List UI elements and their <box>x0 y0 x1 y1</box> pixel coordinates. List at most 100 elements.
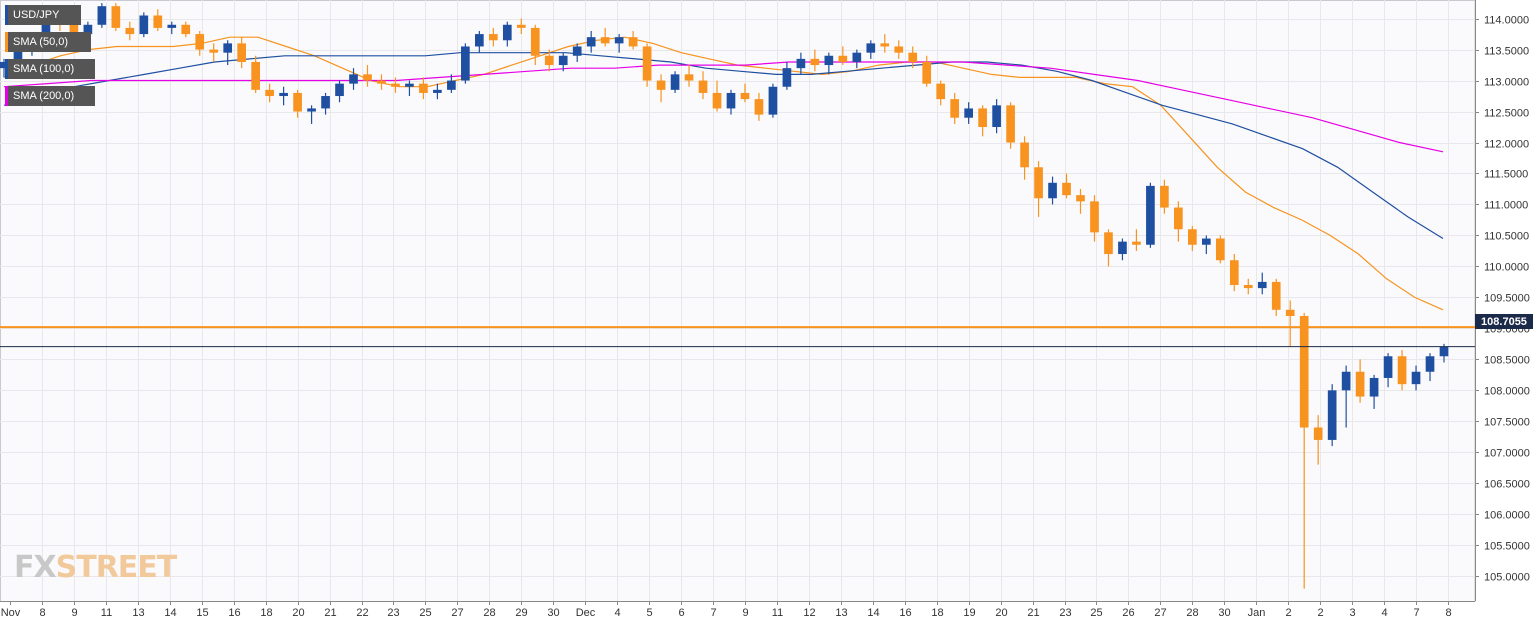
candle-body <box>530 27 540 56</box>
candle-body <box>572 46 582 56</box>
y-tick-label: 107.5000 <box>1484 417 1530 429</box>
x-tick-label: 4 <box>1381 607 1387 619</box>
y-tick-label: 109.5000 <box>1484 293 1530 305</box>
x-tick-label: 20 <box>292 607 304 619</box>
x-tick-label: 7 <box>1413 607 1419 619</box>
x-tick-label: 2 <box>1285 607 1291 619</box>
y-tick-label: 112.5000 <box>1484 108 1529 120</box>
grid <box>0 0 1476 602</box>
candle-body <box>1174 207 1183 230</box>
y-tick-label: 108.5000 <box>1484 355 1530 367</box>
legend-symbol-label: USD/JPY <box>13 9 60 21</box>
x-tick-label: 18 <box>260 607 272 619</box>
plot-area <box>0 0 1476 602</box>
candle-body <box>1285 309 1295 316</box>
x-tick-label: 18 <box>931 607 943 619</box>
candle-body <box>670 74 680 90</box>
legend-sma100-label: SMA (100,0) <box>13 63 75 75</box>
y-tick-label: 113.0000 <box>1484 77 1529 89</box>
candle-body <box>1299 315 1309 428</box>
candle-body <box>251 61 260 90</box>
candle-body <box>488 34 498 41</box>
candle-body <box>768 86 778 115</box>
candle-body <box>97 6 107 25</box>
candle-body <box>1048 182 1057 199</box>
candle-body <box>1425 356 1435 372</box>
x-tick-label: 4 <box>614 607 620 619</box>
legend-sma50: SMA (50,0) <box>5 32 91 52</box>
candle-body <box>1439 346 1449 357</box>
candle-body <box>223 43 233 53</box>
x-tick-label: 28 <box>1186 607 1198 619</box>
candle-body <box>1383 356 1393 378</box>
candle-body <box>754 99 764 115</box>
candle-body <box>13 49 23 62</box>
candle-body <box>1076 195 1085 202</box>
y-tick-label: 105.0000 <box>1484 572 1530 584</box>
x-tick-label: 16 <box>899 607 911 619</box>
y-tick-label: 110.5000 <box>1484 231 1529 243</box>
x-tick-label: 3 <box>1349 607 1355 619</box>
candle-body <box>936 83 946 100</box>
candle-body <box>1104 232 1113 255</box>
candle-body <box>992 105 1001 128</box>
x-tick-label: 26 <box>1122 607 1134 619</box>
candle-body <box>307 108 316 112</box>
legend-sma50-label: SMA (50,0) <box>13 36 69 48</box>
x-tick-label: Jan <box>1248 607 1266 619</box>
candle-body <box>391 83 400 87</box>
y-tick-label: 107.0000 <box>1484 448 1530 460</box>
candle-body <box>1369 377 1379 397</box>
x-tick-label: 28 <box>483 607 495 619</box>
candle-body <box>167 24 177 28</box>
x-tick-label: 9 <box>742 607 748 619</box>
candle-body <box>237 43 247 62</box>
legend-sma100: SMA (100,0) <box>5 59 95 79</box>
candle-body <box>712 92 722 109</box>
x-tick-label: 25 <box>1090 607 1102 619</box>
candle-body <box>796 58 806 69</box>
x-tick-label: 22 <box>356 607 368 619</box>
x-tick-label: 6 <box>678 607 684 619</box>
candle-body <box>209 49 219 53</box>
candle-body <box>614 37 624 44</box>
candle-body <box>544 55 554 66</box>
candle-body <box>642 46 652 81</box>
candle-body <box>1188 229 1197 245</box>
candle-body <box>111 6 121 28</box>
candle-body <box>1146 185 1155 245</box>
legend-symbol: USD/JPY <box>5 5 81 25</box>
candle-body <box>1411 371 1421 385</box>
x-tick-label: 14 <box>867 607 879 619</box>
candle-body <box>810 58 820 66</box>
candle-body <box>153 15 163 28</box>
candle-body <box>656 80 666 90</box>
candle-body <box>69 24 79 35</box>
legend-sma200-label: SMA (200,0) <box>13 90 75 102</box>
candle-body <box>1355 371 1365 397</box>
candle-body <box>628 37 638 47</box>
candle-body <box>782 68 792 87</box>
candle-body <box>950 99 960 118</box>
x-tick-label: Nov <box>1 607 21 619</box>
x-tick-label: 27 <box>1154 607 1166 619</box>
candle-body <box>279 92 288 97</box>
candle-body <box>139 15 149 35</box>
candle-body <box>1132 241 1141 245</box>
x-tick-label: 8 <box>39 607 45 619</box>
y-tick-label: 111.5000 <box>1484 169 1528 181</box>
candle-body <box>586 37 596 47</box>
candle-body <box>1327 390 1337 440</box>
logo-part1: FX <box>14 550 57 585</box>
candle-body <box>195 34 205 50</box>
y-tick-label: 105.5000 <box>1484 541 1530 553</box>
candle-body <box>1397 356 1407 385</box>
candle-body <box>321 96 330 109</box>
candle-body <box>1118 241 1127 255</box>
candle-body <box>866 43 876 53</box>
y-tick-label: 114.0000 <box>1484 15 1529 27</box>
sma-line-1 <box>3 36 1444 311</box>
